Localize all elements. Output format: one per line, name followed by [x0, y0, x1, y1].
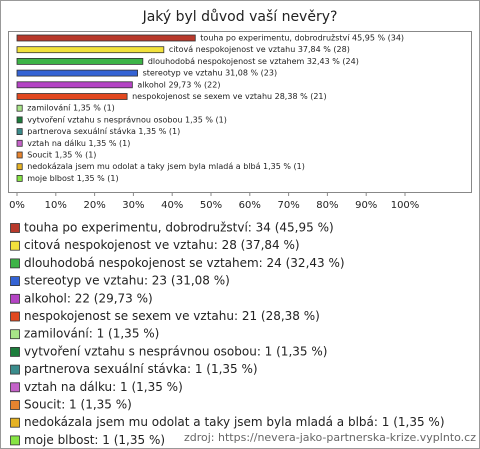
- bar: [16, 139, 23, 147]
- legend-label: nespokojenost se sexem ve vztahu: 21 (28…: [24, 309, 320, 323]
- x-tick-label: 30%: [122, 200, 144, 211]
- bar-label: Soucit 1,35 % (1): [27, 151, 96, 160]
- bar: [16, 58, 144, 65]
- x-tick-label: 0%: [9, 200, 25, 211]
- bar: [16, 151, 23, 159]
- legend-swatch: [10, 382, 20, 393]
- x-tick-label: 80%: [316, 200, 338, 211]
- legend-label: stereotyp ve vztahu: 23 (31,08 %): [24, 274, 230, 288]
- bar: [16, 34, 196, 42]
- source: zdroj: https://nevera-jako-partnerska-kr…: [184, 431, 476, 444]
- legend-swatch: [10, 346, 20, 357]
- bar-label: stereotyp ve vztahu 31,08 % (23): [143, 69, 278, 78]
- bar: [16, 116, 23, 124]
- x-tick-label: 70%: [277, 200, 299, 211]
- chart-title: Jaký byl důvod vaší nevěry?: [142, 9, 338, 25]
- bar-label: vytvoření vztahu s nesprávnou osobou 1,3…: [27, 115, 227, 124]
- bar-label: citová nespokojenost ve vztahu 37,84 % (…: [169, 45, 350, 54]
- legend-swatch: [10, 293, 20, 304]
- bar-label: vztah na dálku 1,35 % (1): [27, 139, 130, 148]
- x-tick-label: 60%: [239, 200, 261, 211]
- legend-label: vytvoření vztahu s nesprávnou osobou: 1 …: [24, 344, 327, 358]
- legend-swatch: [10, 435, 20, 446]
- x-tick-label: 100%: [391, 200, 420, 211]
- x-tick-label: 90%: [355, 200, 377, 211]
- bar-label: partnerova sexuální stávka 1,35 % (1): [27, 127, 180, 136]
- bar-label: moje blbost 1,35 % (1): [27, 174, 118, 183]
- bar-label: zamilování 1,35 % (1): [27, 104, 115, 113]
- legend-label: touha po experimentu, dobrodružství: 34 …: [24, 221, 334, 235]
- bar: [16, 46, 165, 54]
- bar-label: dlouhodobá nespokojenost se vztahem 32,4…: [148, 57, 359, 66]
- bar-label: touha po experimentu, dobrodružství 45,9…: [200, 34, 404, 43]
- x-tick-label: 50%: [200, 200, 222, 211]
- legend-label: moje blbost: 1 (1,35 %): [24, 433, 165, 447]
- bar: [16, 81, 133, 89]
- legend-swatch: [10, 223, 20, 233]
- legend-label: citová nespokojenost ve vztahu: 28 (37,8…: [24, 238, 300, 252]
- x-tick-label: 10%: [45, 200, 67, 211]
- legend-label: partnerova sexuální stávka: 1 (1,35 %): [24, 362, 258, 376]
- bar: [16, 69, 138, 77]
- legend-swatch: [10, 276, 20, 287]
- bar: [16, 174, 23, 182]
- plot-frame: [8, 31, 472, 193]
- legend-swatch: [10, 258, 20, 269]
- legend-swatch: [10, 417, 20, 428]
- legend-label: dlouhodobá nespokojenost se vztahem: 24 …: [24, 256, 345, 270]
- bar: [16, 128, 23, 136]
- bar: [16, 163, 23, 171]
- bar: [16, 93, 128, 100]
- legend-swatch: [10, 311, 20, 322]
- bar-label: nedokázala jsem mu odolat a taky jsem by…: [27, 162, 305, 171]
- legend-label: alkohol: 22 (29,73 %): [24, 291, 153, 305]
- legend-swatch: [10, 329, 20, 340]
- bar: [16, 104, 23, 112]
- legend-label: nedokázala jsem mu odolat a taky jsem by…: [24, 415, 445, 429]
- bar-label: nespokojenost se sexem ve vztahu 28,38 %…: [132, 92, 327, 101]
- legend-label: zamilování: 1 (1,35 %): [24, 327, 159, 341]
- legend-swatch: [10, 400, 20, 410]
- legend-swatch: [10, 364, 20, 375]
- legend-label: Soucit: 1 (1,35 %): [24, 398, 132, 412]
- legend-label: vztah na dálku: 1 (1,35 %): [24, 380, 183, 394]
- x-tick-label: 20%: [83, 200, 105, 211]
- x-tick-label: 40%: [161, 200, 183, 211]
- bar-label: alkohol 29,73 % (22): [137, 80, 220, 89]
- legend-swatch: [10, 240, 20, 251]
